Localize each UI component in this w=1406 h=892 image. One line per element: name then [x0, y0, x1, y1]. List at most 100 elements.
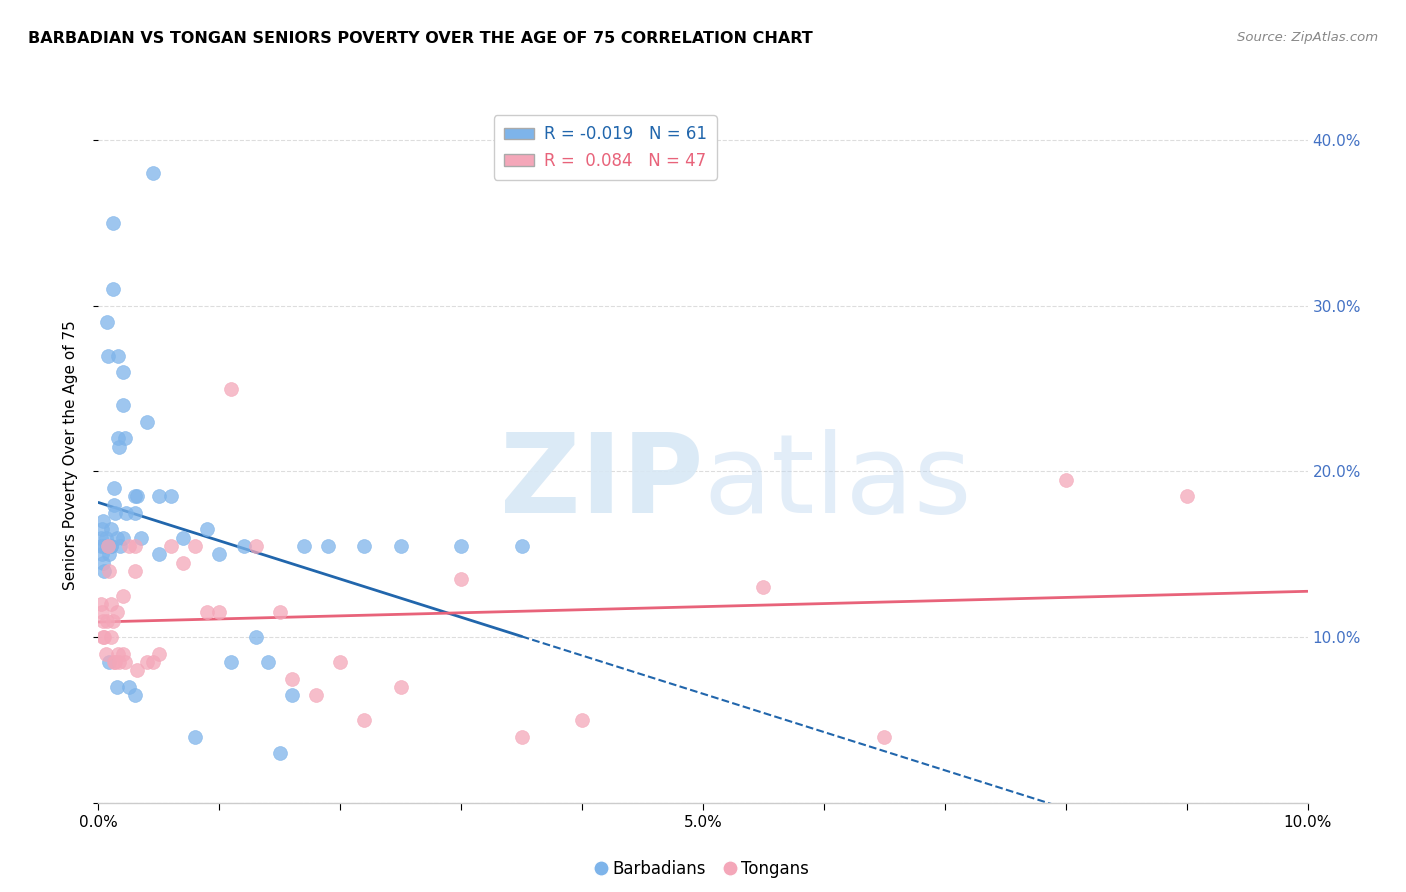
Point [94, 531, 117, 545]
Point [91, 514, 114, 528]
Point [98, 547, 121, 561]
Text: atlas: atlas [703, 429, 972, 536]
Point [389, 680, 412, 694]
Y-axis label: Seniors Poverty Over the Age of 75: Seniors Poverty Over the Age of 75 [63, 320, 77, 590]
Point [221, 655, 243, 669]
Point [94, 647, 117, 661]
Point [108, 440, 131, 454]
Point [353, 713, 375, 727]
Point [245, 539, 267, 553]
Point [208, 547, 231, 561]
Point [97, 539, 120, 553]
Point [221, 382, 243, 396]
Point [142, 166, 165, 180]
Point [107, 431, 129, 445]
Point [100, 597, 122, 611]
Point [305, 688, 328, 702]
Point [752, 581, 775, 595]
Point [160, 539, 183, 553]
Point [91, 556, 114, 570]
Point [124, 539, 146, 553]
Point [105, 531, 128, 545]
Point [142, 655, 165, 669]
Point [329, 655, 352, 669]
Point [269, 746, 291, 760]
Point [148, 647, 170, 661]
Point [90, 539, 112, 553]
Point [100, 539, 122, 553]
Point [115, 506, 138, 520]
Point [103, 498, 125, 512]
Point [269, 605, 291, 619]
Point [118, 539, 141, 553]
Text: Source: ZipAtlas.com: Source: ZipAtlas.com [1237, 31, 1378, 45]
Point [353, 539, 375, 553]
Point [873, 730, 896, 744]
Point [316, 539, 339, 553]
Point [124, 688, 146, 702]
Point [510, 730, 533, 744]
Point [101, 216, 124, 230]
Point [172, 556, 194, 570]
Point [93, 564, 115, 578]
Point [184, 539, 207, 553]
Point [96, 539, 118, 553]
Point [93, 630, 115, 644]
Point [127, 663, 149, 677]
Point [107, 349, 129, 363]
Point [571, 713, 593, 727]
Point [124, 506, 146, 520]
Point [100, 630, 122, 644]
Point [103, 481, 125, 495]
Point [208, 605, 231, 619]
Point [111, 589, 134, 603]
Point [184, 730, 207, 744]
Point [97, 349, 120, 363]
Point [104, 506, 127, 520]
Point [292, 539, 315, 553]
Point [129, 531, 152, 545]
Point [93, 539, 115, 553]
Point [232, 539, 254, 553]
Point [103, 655, 125, 669]
Point [172, 531, 194, 545]
Point [90, 531, 112, 545]
Point [98, 564, 121, 578]
Point [97, 539, 120, 553]
Point [91, 630, 114, 644]
Point [111, 531, 134, 545]
Point [148, 547, 170, 561]
Point [100, 523, 122, 537]
Point [91, 523, 114, 537]
Point [135, 415, 157, 429]
Point [104, 655, 127, 669]
Point [114, 431, 136, 445]
Point [281, 672, 304, 686]
Point [111, 365, 134, 379]
Text: ZIP: ZIP [499, 429, 703, 536]
Point [111, 647, 134, 661]
Point [1175, 489, 1198, 503]
Point [91, 605, 114, 619]
Point [127, 489, 149, 503]
Point [160, 489, 183, 503]
Point [111, 398, 134, 412]
Point [91, 614, 114, 628]
Point [148, 489, 170, 503]
Point [195, 523, 218, 537]
Point [510, 539, 533, 553]
Point [124, 564, 146, 578]
Point [256, 655, 278, 669]
Point [105, 605, 128, 619]
Point [107, 647, 129, 661]
Text: BARBADIAN VS TONGAN SENIORS POVERTY OVER THE AGE OF 75 CORRELATION CHART: BARBADIAN VS TONGAN SENIORS POVERTY OVER… [28, 31, 813, 46]
Point [98, 655, 121, 669]
Point [124, 489, 146, 503]
Point [101, 282, 124, 296]
Point [101, 614, 124, 628]
Point [100, 539, 122, 553]
Point [281, 688, 304, 702]
Point [245, 630, 267, 644]
Point [108, 655, 131, 669]
Point [135, 655, 157, 669]
